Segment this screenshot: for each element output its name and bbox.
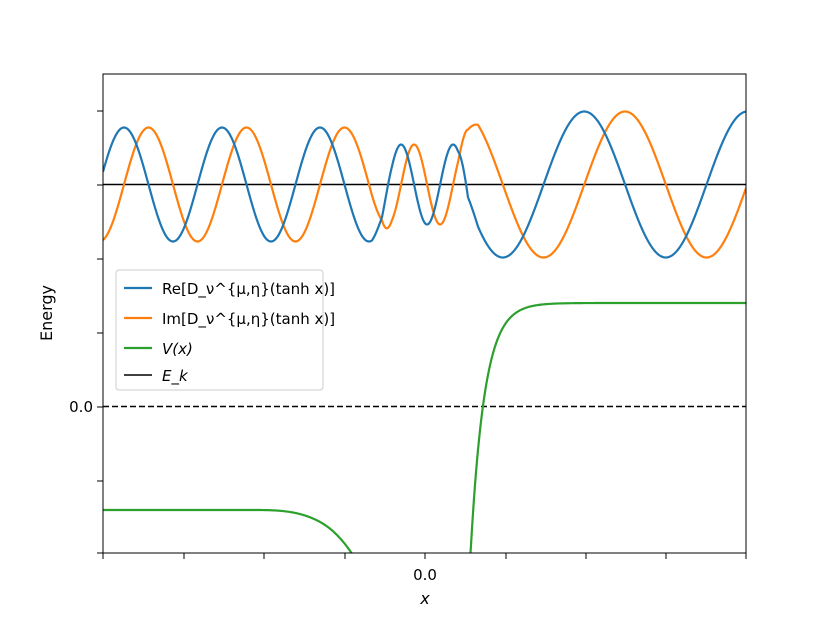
x-axis-label: x [419, 589, 430, 608]
axis-ticks [97, 110, 747, 559]
legend-label-im: Im[D_ν^{μ,η}(tanh x)] [162, 310, 335, 329]
legend-label-re: Re[D_ν^{μ,η}(tanh x)] [162, 280, 335, 299]
legend: Re[D_ν^{μ,η}(tanh x)] Im[D_ν^{μ,η}(tanh … [115, 269, 335, 391]
legend-label-ek: E_k [162, 367, 189, 386]
series-re-line [103, 110, 746, 259]
series-im-line [103, 110, 746, 259]
y-axis-label: Energy [37, 285, 56, 341]
series-v-line [103, 301, 746, 553]
legend-label-v: V(x) [162, 340, 193, 358]
y-tick-label: 0.0 [69, 398, 93, 416]
x-tick-label: 0.0 [413, 566, 437, 584]
legend-box [115, 269, 324, 391]
